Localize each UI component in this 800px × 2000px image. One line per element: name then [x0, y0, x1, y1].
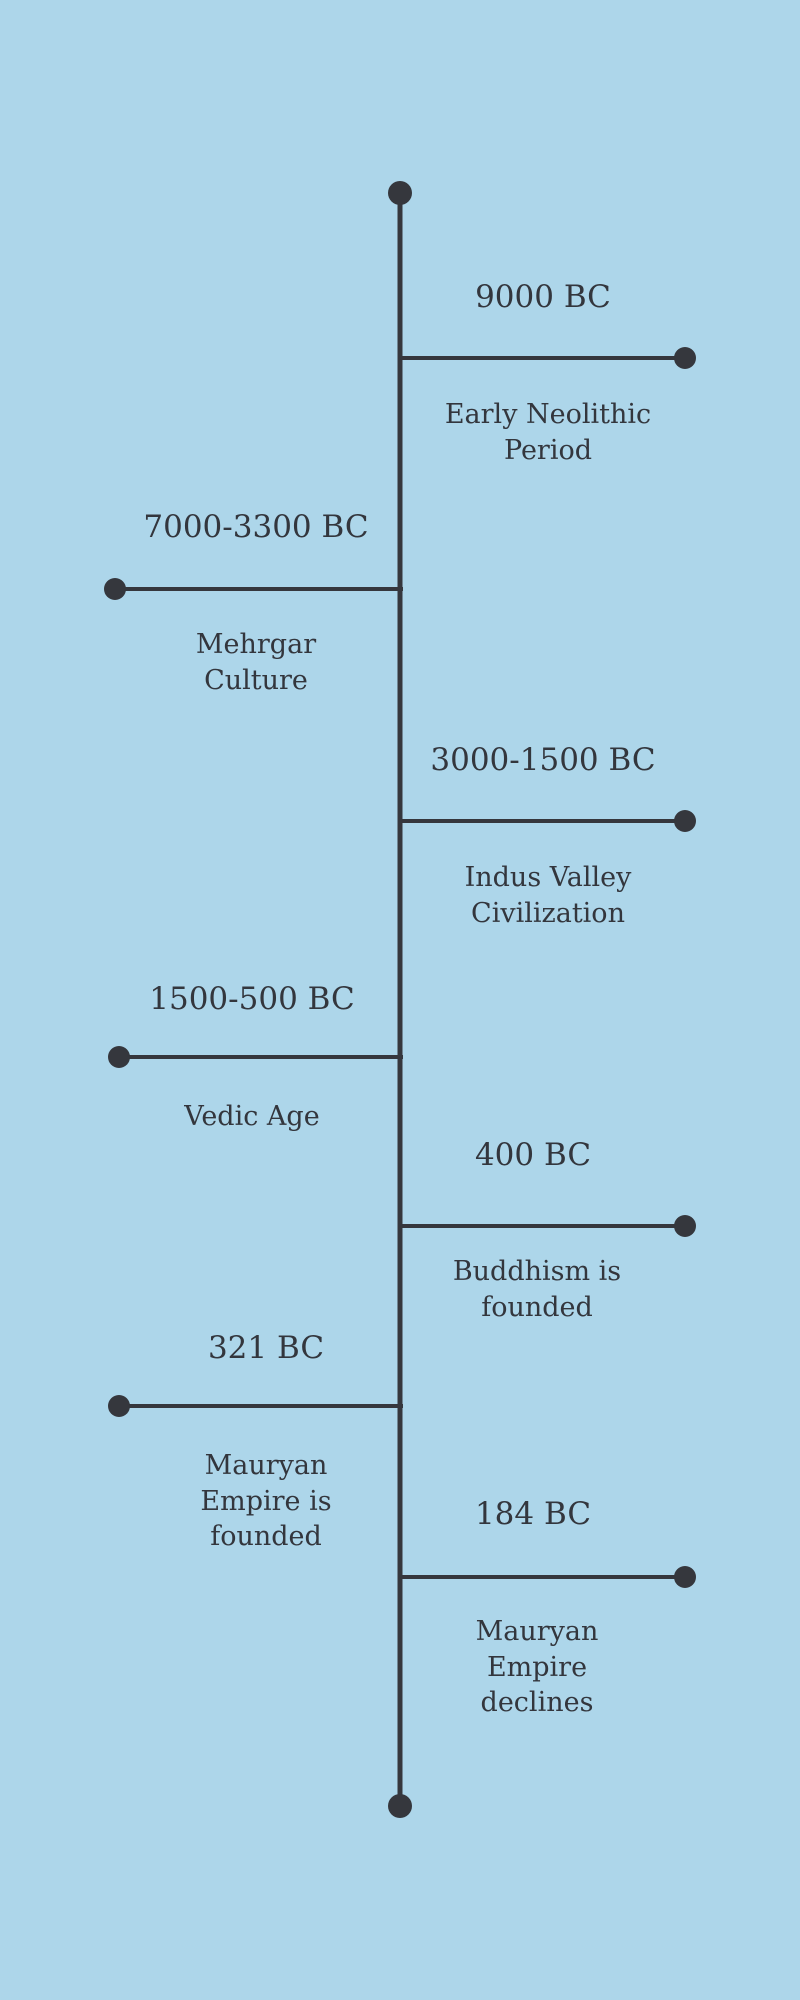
timeline-branches — [104, 347, 696, 1588]
event-7-branch-dot — [674, 1566, 696, 1588]
timeline-start-dot — [388, 181, 412, 205]
event-6-description: Mauryan Empire is founded — [200, 1450, 332, 1553]
event-6-date: 321 BC — [207, 1330, 325, 1366]
event-1-date: 9000 BC — [475, 279, 611, 315]
event-4-date: 1500-500 BC — [149, 981, 355, 1017]
event-3-branch-dot — [674, 810, 696, 832]
event-2-date: 7000-3300 BC — [143, 509, 369, 545]
event-2-branch-dot — [104, 578, 126, 600]
timeline-end-dot — [388, 1794, 412, 1818]
event-3-date: 3000-1500 BC — [430, 742, 656, 778]
event-1-description: Early Neolithic Period — [444, 399, 652, 466]
event-7-date: 184 BC — [474, 1496, 592, 1532]
event-4-description: Vedic Age — [184, 1101, 320, 1132]
event-4-branch-dot — [108, 1046, 130, 1068]
event-3-description: Indus Valley Civilization — [464, 862, 632, 929]
event-2-description: Mehrgar Culture — [195, 629, 317, 696]
event-7-description: Mauryan Empire declines — [475, 1616, 599, 1719]
event-5-description: Buddhism is founded — [452, 1256, 622, 1323]
event-5-branch-dot — [674, 1215, 696, 1237]
event-1-branch-dot — [674, 347, 696, 369]
event-5-date: 400 BC — [474, 1137, 592, 1173]
event-6-branch-dot — [108, 1395, 130, 1417]
